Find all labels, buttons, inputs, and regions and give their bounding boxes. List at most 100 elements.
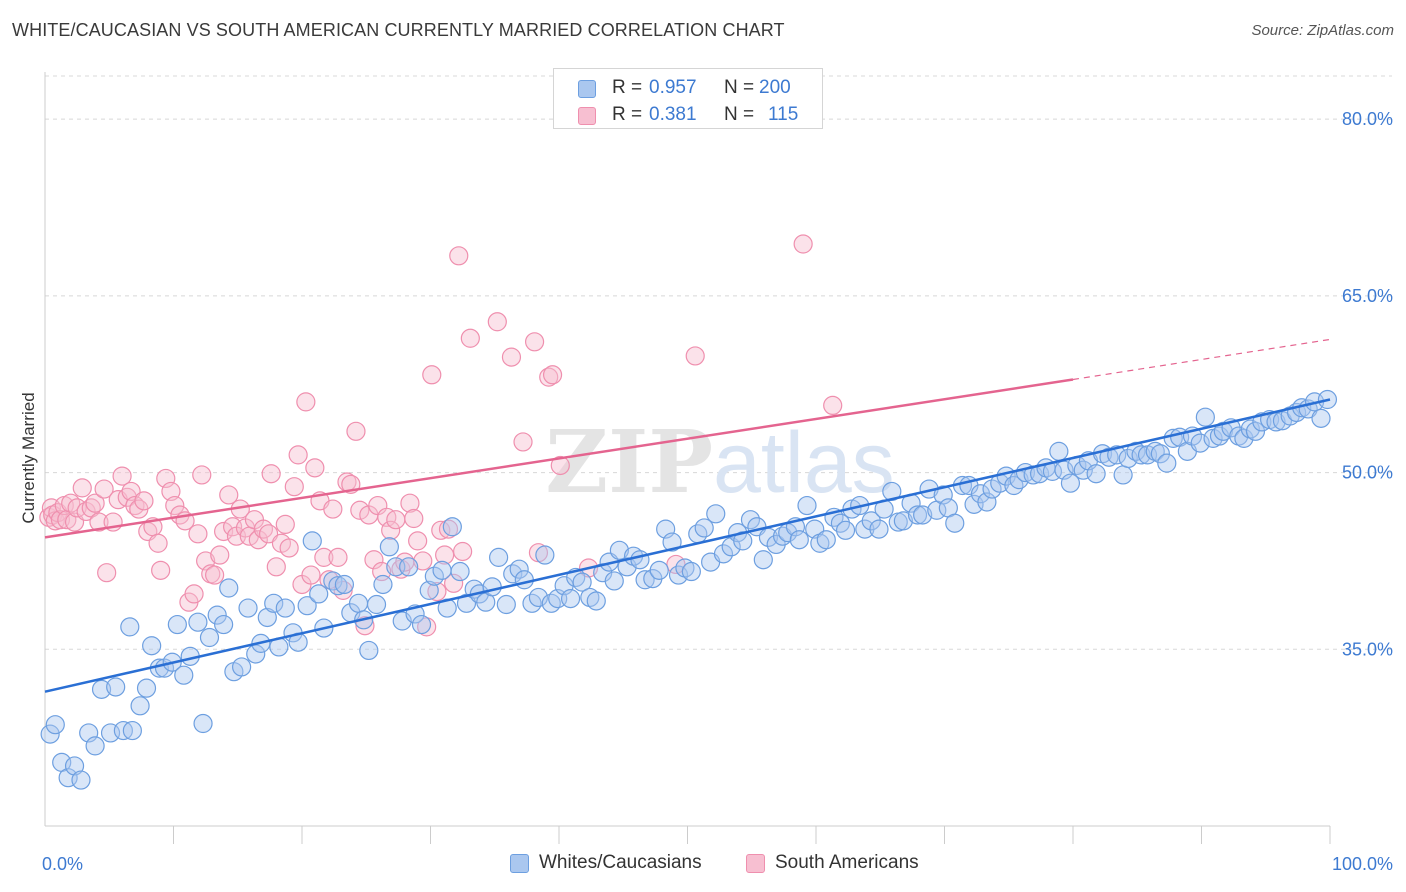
y-tick-label: 80.0%	[1342, 109, 1393, 129]
south-american-point	[284, 477, 304, 497]
white-caucasian-point	[238, 598, 258, 618]
white-caucasian-point	[366, 594, 387, 615]
white-caucasian-point	[106, 677, 126, 697]
south-american-point	[148, 533, 168, 553]
south-american-point	[192, 465, 212, 485]
white-caucasian-point	[399, 557, 419, 577]
white-caucasian-point	[1099, 447, 1119, 467]
white-caucasian-point	[706, 504, 726, 524]
south-american-point	[487, 312, 507, 332]
south-american-point	[413, 551, 433, 571]
white-caucasian-point	[1131, 445, 1151, 465]
south-american-point	[89, 512, 109, 532]
bottom-legend-whites: Whites/Caucasians	[510, 852, 730, 876]
south-american-point	[85, 493, 105, 513]
south-american-point	[453, 541, 473, 562]
white-caucasian-point	[635, 570, 655, 590]
white-caucasian-point	[328, 576, 348, 596]
white-caucasian-point	[232, 657, 252, 677]
white-caucasian-point	[1190, 433, 1210, 453]
south-american-point	[279, 538, 299, 558]
axes	[44, 72, 1331, 844]
white-caucasian-point	[1245, 421, 1266, 441]
white-caucasian-point	[789, 530, 809, 550]
white-caucasian-point	[509, 559, 529, 579]
south-american-point	[427, 581, 447, 602]
white-caucasian-point	[130, 696, 150, 716]
white-caucasian-point	[71, 770, 91, 790]
white-caucasian-point	[442, 517, 462, 537]
south-american-point	[513, 432, 533, 452]
white-caucasian-point	[264, 593, 284, 613]
bottom-legend-label: Whites/Caucasians	[539, 852, 702, 873]
white-caucasian-point	[694, 518, 714, 538]
south-american-point	[823, 395, 843, 416]
bottom-legend-swatch-pink	[746, 854, 765, 873]
south-american-point	[431, 520, 451, 540]
white-caucasian-point	[1311, 408, 1331, 428]
south-american-point	[112, 466, 132, 486]
south-american-point	[386, 510, 406, 530]
correlation-legend: R = 0.957 N = 200 R = 0.381 N = 115	[553, 68, 823, 129]
south-american-point	[288, 445, 308, 465]
white-caucasian-point	[136, 678, 157, 698]
white-caucasian-point	[586, 591, 606, 611]
south-american-point	[444, 573, 464, 593]
white-caucasian-point	[1150, 444, 1170, 464]
legend-n-label: N =	[724, 77, 755, 98]
white-caucasian-point	[630, 550, 650, 570]
tick-labels: 35.0% 50.0% 65.0% 80.0% 0.0% 100.0%	[42, 109, 1393, 874]
south-americans-points	[39, 234, 843, 637]
white-caucasian-point	[681, 561, 701, 582]
south-american-point	[435, 545, 455, 565]
south-american-point	[542, 365, 563, 385]
white-caucasian-point	[275, 598, 295, 618]
white-caucasian-point	[40, 724, 60, 744]
trend-lines	[44, 338, 1331, 693]
white-caucasian-point	[450, 561, 470, 582]
south-american-point	[346, 421, 366, 441]
white-caucasian-point	[142, 636, 162, 656]
white-caucasian-point	[411, 614, 432, 635]
white-caucasian-point	[334, 574, 355, 595]
white-caucasian-point	[373, 574, 393, 595]
white-caucasian-point	[348, 593, 369, 613]
white-caucasian-point	[174, 665, 194, 685]
south-american-point	[296, 392, 316, 412]
white-caucasian-point	[514, 570, 534, 590]
white-caucasian-point	[120, 617, 140, 637]
x-tick-label: 0.0%	[42, 854, 83, 874]
white-caucasian-point	[432, 560, 452, 580]
white-caucasian-point	[1073, 460, 1093, 480]
white-caucasian-point	[167, 614, 187, 635]
white-caucasian-point	[1234, 428, 1254, 448]
south-american-point	[50, 510, 71, 530]
whites-points	[40, 389, 1338, 790]
legend-row-whites: R = 0.957 N = 200	[554, 75, 822, 101]
source-label: Source: ZipAtlas.com	[1251, 22, 1394, 39]
white-caucasian-point	[1240, 419, 1260, 439]
white-caucasian-point	[1118, 448, 1138, 469]
white-caucasian-point	[982, 479, 1002, 499]
south-american-point	[275, 514, 295, 535]
white-caucasian-point	[1107, 445, 1127, 465]
white-caucasian-point	[193, 713, 213, 734]
south-american-point	[422, 365, 442, 385]
south-american-point	[501, 347, 522, 367]
white-caucasian-point	[302, 531, 322, 551]
white-caucasian-point	[309, 584, 329, 604]
south-american-point	[266, 557, 286, 577]
white-caucasian-point	[219, 578, 239, 598]
white-caucasian-point	[64, 756, 85, 776]
white-caucasian-point	[359, 640, 379, 661]
south-american-point	[793, 234, 813, 254]
south-american-point	[685, 346, 705, 366]
south-american-point	[97, 563, 117, 583]
south-american-point	[417, 617, 437, 637]
south-american-point	[205, 565, 225, 585]
watermark-zip: ZIP	[545, 412, 713, 513]
white-caucasian-point	[560, 589, 581, 609]
white-caucasian-point	[1004, 475, 1024, 496]
white-caucasian-point	[379, 537, 399, 557]
